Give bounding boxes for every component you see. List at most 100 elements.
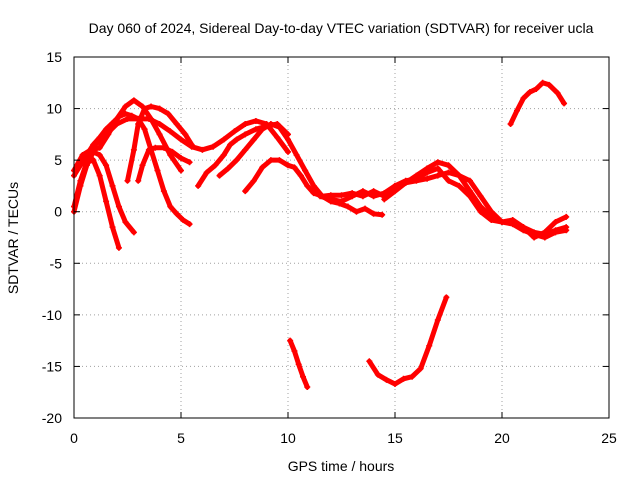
data-point [113, 121, 120, 128]
y-axis-label: SDTVAR / TECUs [5, 182, 21, 294]
data-series [71, 79, 570, 391]
data-point [156, 121, 163, 128]
data-point [139, 162, 146, 169]
x-axis-label: GPS time / hours [288, 458, 395, 474]
y-tick-label: -15 [42, 358, 62, 374]
data-point [115, 244, 122, 251]
data-point [413, 177, 420, 184]
data-point [291, 164, 298, 171]
data-point [317, 193, 324, 200]
data-point [141, 105, 148, 112]
data-point [499, 219, 505, 226]
data-point [267, 121, 274, 128]
data-point [148, 103, 155, 110]
data-point [115, 203, 122, 210]
data-point [227, 141, 234, 148]
series-arc-1 [71, 157, 122, 251]
data-point [242, 121, 249, 128]
data-point [220, 151, 227, 158]
data-point [154, 167, 161, 174]
data-point [552, 227, 559, 234]
y-tick-label: 10 [46, 101, 62, 117]
data-point [165, 110, 172, 117]
data-point [169, 148, 176, 155]
data-point [366, 358, 373, 365]
data-point [145, 115, 152, 122]
data-point [252, 126, 259, 133]
series-arc-2 [71, 149, 137, 235]
data-point [242, 146, 249, 153]
series-arc-9 [217, 121, 385, 218]
data-point [302, 167, 309, 174]
data-point [186, 221, 193, 228]
data-point [210, 143, 217, 150]
data-point [250, 177, 257, 184]
data-point [370, 193, 377, 200]
data-point [531, 234, 538, 241]
data-point [541, 231, 548, 238]
data-point [526, 89, 533, 96]
data-point [353, 208, 360, 215]
data-point [513, 107, 520, 114]
data-point [203, 169, 210, 176]
data-point [310, 190, 317, 197]
data-point [520, 95, 527, 102]
data-point [156, 105, 163, 112]
data-point [338, 198, 345, 205]
x-tick-label: 20 [494, 430, 510, 446]
data-point [103, 162, 110, 169]
data-point [466, 188, 473, 195]
data-point [456, 172, 463, 179]
data-point [434, 317, 441, 324]
y-tick-label: 15 [46, 49, 62, 65]
data-point [338, 192, 345, 199]
data-point [413, 172, 420, 179]
data-point [381, 196, 388, 203]
data-point [285, 136, 291, 143]
data-point [122, 103, 129, 110]
x-tick-label: 15 [387, 430, 403, 446]
data-point [370, 188, 377, 195]
data-point [381, 190, 388, 197]
y-tick-label: 5 [54, 152, 62, 168]
data-point [160, 144, 167, 151]
data-point [135, 121, 142, 128]
data-point [124, 177, 131, 184]
data-point [374, 371, 381, 378]
data-point [242, 131, 249, 138]
data-point [130, 97, 137, 104]
data-point [167, 128, 174, 135]
data-point [561, 100, 568, 107]
data-point [109, 182, 116, 189]
data-point [167, 203, 174, 210]
data-point [477, 193, 484, 200]
data-point [130, 146, 137, 153]
data-point [409, 373, 416, 380]
data-point [250, 136, 257, 143]
data-point [233, 136, 240, 143]
data-point [113, 115, 120, 122]
data-point [291, 347, 298, 354]
data-point [531, 229, 538, 236]
data-point [96, 144, 103, 151]
series-arc-6 [125, 104, 195, 184]
plot-frame [73, 56, 610, 419]
data-point [362, 205, 369, 212]
data-point [274, 134, 281, 141]
data-point [295, 361, 302, 368]
data-point [242, 188, 249, 195]
data-point [359, 188, 366, 195]
y-tick-label: -10 [42, 307, 62, 323]
data-point [141, 126, 148, 133]
data-point [252, 117, 259, 124]
data-point [287, 337, 294, 344]
data-point [293, 151, 300, 158]
data-point [434, 159, 441, 166]
data-point [402, 179, 409, 186]
series-arc-14 [366, 294, 449, 387]
data-point [344, 203, 351, 210]
x-tick-label: 10 [280, 430, 296, 446]
data-point [259, 126, 266, 133]
x-tick-label: 5 [177, 430, 185, 446]
